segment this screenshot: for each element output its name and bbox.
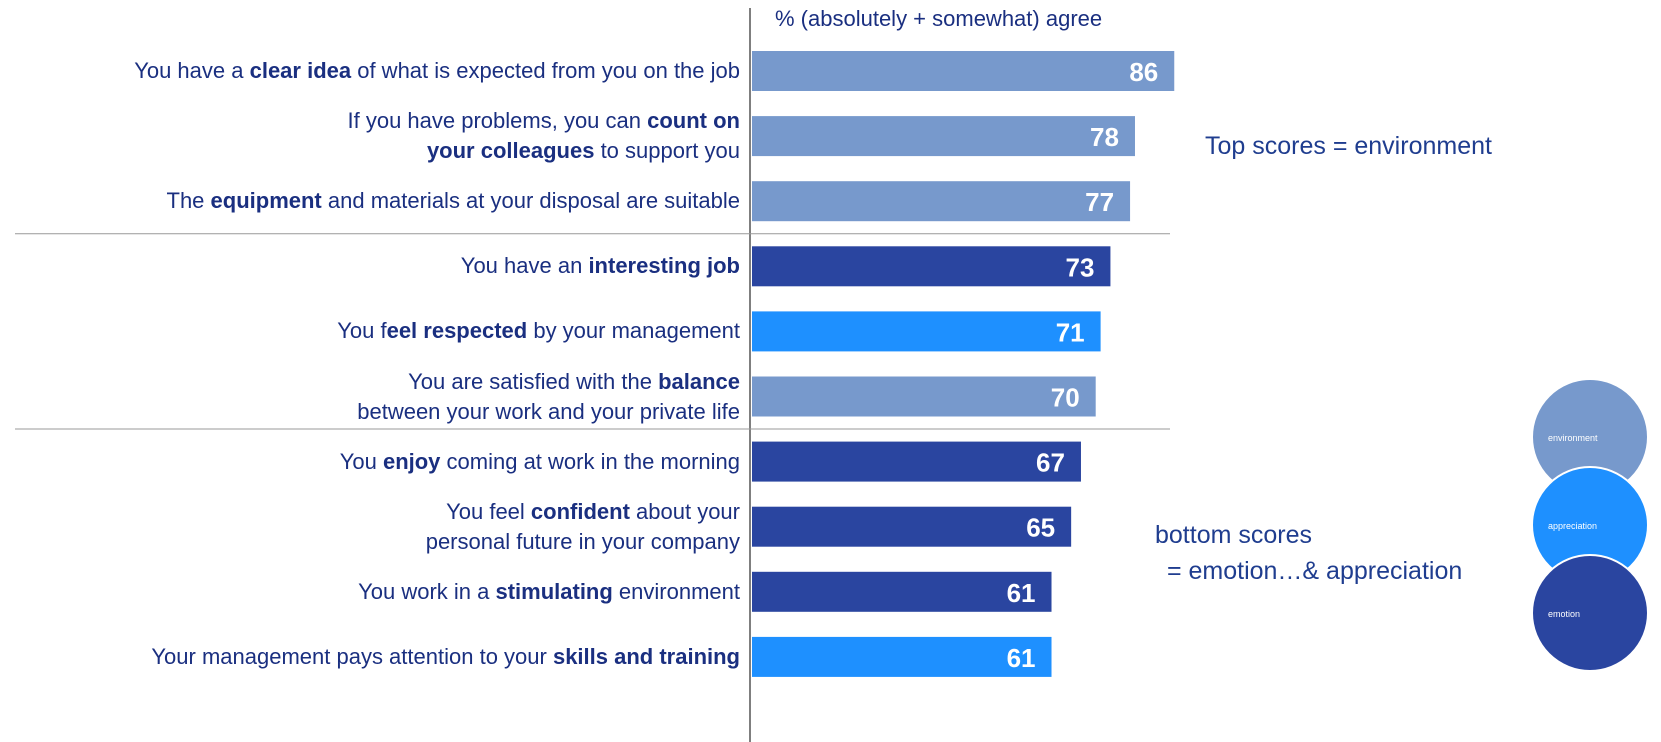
value-label: 73 <box>1066 252 1095 282</box>
value-label: 86 <box>1129 57 1158 87</box>
category-label: You feel confident about your personal f… <box>426 497 740 557</box>
bar <box>752 246 1111 287</box>
label-part: balance <box>658 368 740 394</box>
category-label: You work in a stimulating environment <box>358 577 740 607</box>
label-part: confident <box>530 498 630 524</box>
category-label: You are satisfied with the balance betwe… <box>357 367 740 427</box>
label-part: You work in a <box>358 578 496 604</box>
value-label: 70 <box>1051 383 1080 413</box>
annotation: bottom scores <box>1155 521 1313 549</box>
value-label: 67 <box>1036 448 1065 478</box>
label-part: You feel <box>446 498 531 524</box>
category-label: You enjoy coming at work in the morning <box>340 447 740 477</box>
bar <box>752 506 1072 547</box>
label-part: enjoy <box>382 448 441 474</box>
label-part: If you have problems, you can <box>347 108 648 134</box>
label-part: to support you <box>594 138 740 164</box>
value-label: 78 <box>1090 122 1119 152</box>
label-part: You are satisfied with the <box>408 368 659 394</box>
category-label: Your management pays attention to your s… <box>151 642 740 672</box>
label-part: You have an <box>460 253 589 279</box>
label-part: The <box>166 188 211 214</box>
label-part: count on your colleagues <box>426 108 740 164</box>
bar <box>752 441 1081 482</box>
label-part: eel respected <box>386 318 528 344</box>
label-part: coming at work in the morning <box>440 448 740 474</box>
value-label: 65 <box>1026 513 1055 543</box>
label-part: by your management <box>527 318 740 344</box>
label-part: environment <box>612 578 740 604</box>
bar <box>752 311 1101 352</box>
bubble-label: environment <box>1548 433 1598 443</box>
header: % (absolutely + somewhat) agree <box>775 6 1102 31</box>
bar <box>752 636 1052 677</box>
label-part: equipment <box>210 188 322 214</box>
value-label: 61 <box>1007 578 1036 608</box>
label-part: You f <box>337 318 387 344</box>
label-part: Your management pays attention to your <box>151 643 553 669</box>
category-label: You have a clear idea of what is expecte… <box>134 56 740 86</box>
value-label: 77 <box>1085 187 1114 217</box>
annotation: Top scores = environment <box>1205 132 1492 160</box>
label-part: about your personal future in your compa… <box>425 498 740 554</box>
annotation: = emotion…& appreciation <box>1160 557 1463 585</box>
bar <box>752 571 1052 612</box>
bar <box>752 376 1096 417</box>
bar <box>752 181 1131 222</box>
bubble-label: emotion <box>1548 609 1580 619</box>
label-part: skills and training <box>552 643 740 669</box>
label-part: clear idea <box>249 58 352 83</box>
category-label: You feel respected by your management <box>337 316 740 346</box>
bubble-label: appreciation <box>1548 521 1597 531</box>
value-label: 71 <box>1056 317 1085 347</box>
category-label: You have an interesting job <box>461 251 740 281</box>
label-part: interesting job <box>588 253 740 279</box>
bar <box>752 116 1135 157</box>
bar <box>752 51 1175 91</box>
category-label: If you have problems, you can count on y… <box>348 106 741 166</box>
label-part: stimulating <box>495 578 613 604</box>
bubble <box>1531 554 1649 672</box>
label-part: You have a <box>134 58 250 83</box>
label-part: You <box>339 448 383 474</box>
label-part: between your work and your private life <box>357 398 740 424</box>
value-label: 61 <box>1007 643 1036 673</box>
category-label: The equipment and materials at your disp… <box>167 186 741 216</box>
label-part: and materials at your disposal are suita… <box>321 188 740 214</box>
label-part: of what is expected from you on the job <box>351 58 740 83</box>
